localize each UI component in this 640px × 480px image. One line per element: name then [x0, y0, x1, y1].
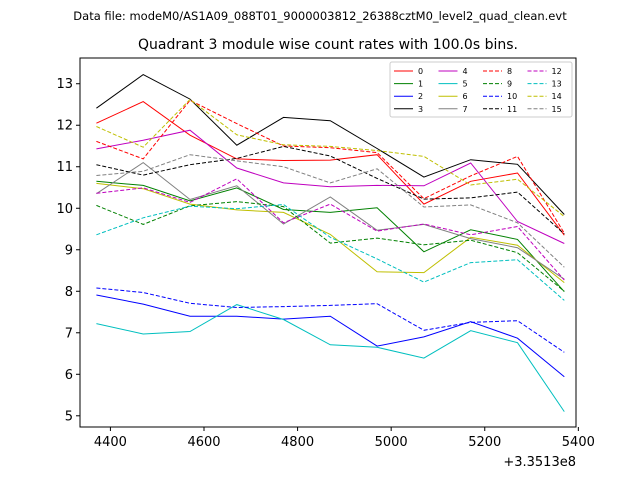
legend-label-7: 7: [463, 105, 468, 114]
legend-label-11: 11: [507, 105, 517, 114]
series-line-6: [96, 182, 565, 283]
legend-label-3: 3: [418, 105, 423, 114]
y-tick-label: 11: [56, 160, 73, 175]
x-tick-label: 4400: [94, 435, 127, 450]
series-line-4: [96, 129, 565, 244]
x-offset-label: +3.3513e8: [503, 455, 576, 470]
series-line-11: [96, 145, 565, 235]
series-line-12: [96, 178, 565, 281]
legend-label-0: 0: [418, 67, 423, 76]
plot-frame: [79, 57, 577, 428]
y-tick-label: 13: [56, 77, 73, 92]
x-axis: 4400 4600 4800 5000 5200 5400: [94, 427, 595, 450]
legend-box: [389, 61, 573, 118]
legend-label-15: 15: [552, 105, 562, 114]
y-axis: 5 6 7 8 9 10 11 12 13: [56, 77, 80, 424]
y-tick-label: 9: [65, 243, 73, 258]
y-tick-label: 12: [56, 119, 73, 134]
legend-label-1: 1: [418, 80, 423, 89]
x-tick-label: 4800: [281, 435, 314, 450]
y-tick-label: 8: [65, 285, 73, 300]
legend-label-6: 6: [463, 92, 468, 101]
legend-label-10: 10: [507, 92, 517, 101]
legend-label-8: 8: [507, 67, 512, 76]
series-line-8: [96, 99, 565, 234]
legend-label-14: 14: [552, 92, 562, 101]
y-tick-label: 6: [65, 368, 73, 383]
x-tick-label: 5400: [562, 435, 595, 450]
x-tick-label: 5000: [375, 435, 408, 450]
series-line-5: [96, 304, 565, 412]
series-line-15: [96, 154, 565, 268]
series-line-1: [96, 180, 565, 293]
y-tick-label: 7: [65, 326, 73, 341]
series-line-7: [96, 161, 565, 280]
legend-label-13: 13: [552, 80, 562, 89]
legend-label-4: 4: [463, 67, 468, 76]
legend-label-2: 2: [418, 92, 423, 101]
data-file-label: Data file: modeM0/AS1A09_088T01_90000038…: [73, 9, 567, 23]
chart-title: Quadrant 3 module wise count rates with …: [138, 37, 518, 53]
y-tick-label: 10: [56, 202, 73, 217]
series-line-10: [96, 287, 565, 353]
plot-lines: [96, 74, 565, 412]
legend-label-9: 9: [507, 80, 512, 89]
series-line-2: [96, 294, 565, 378]
series-line-9: [96, 201, 565, 292]
series-line-14: [96, 98, 565, 217]
legend-label-12: 12: [552, 67, 562, 76]
series-line-3: [96, 74, 565, 215]
x-tick-label: 5200: [468, 435, 501, 450]
series-line-0: [96, 101, 565, 236]
y-tick-label: 5: [65, 409, 73, 424]
series-line-13: [96, 203, 565, 301]
x-tick-label: 4600: [187, 435, 220, 450]
legend-label-5: 5: [463, 80, 468, 89]
